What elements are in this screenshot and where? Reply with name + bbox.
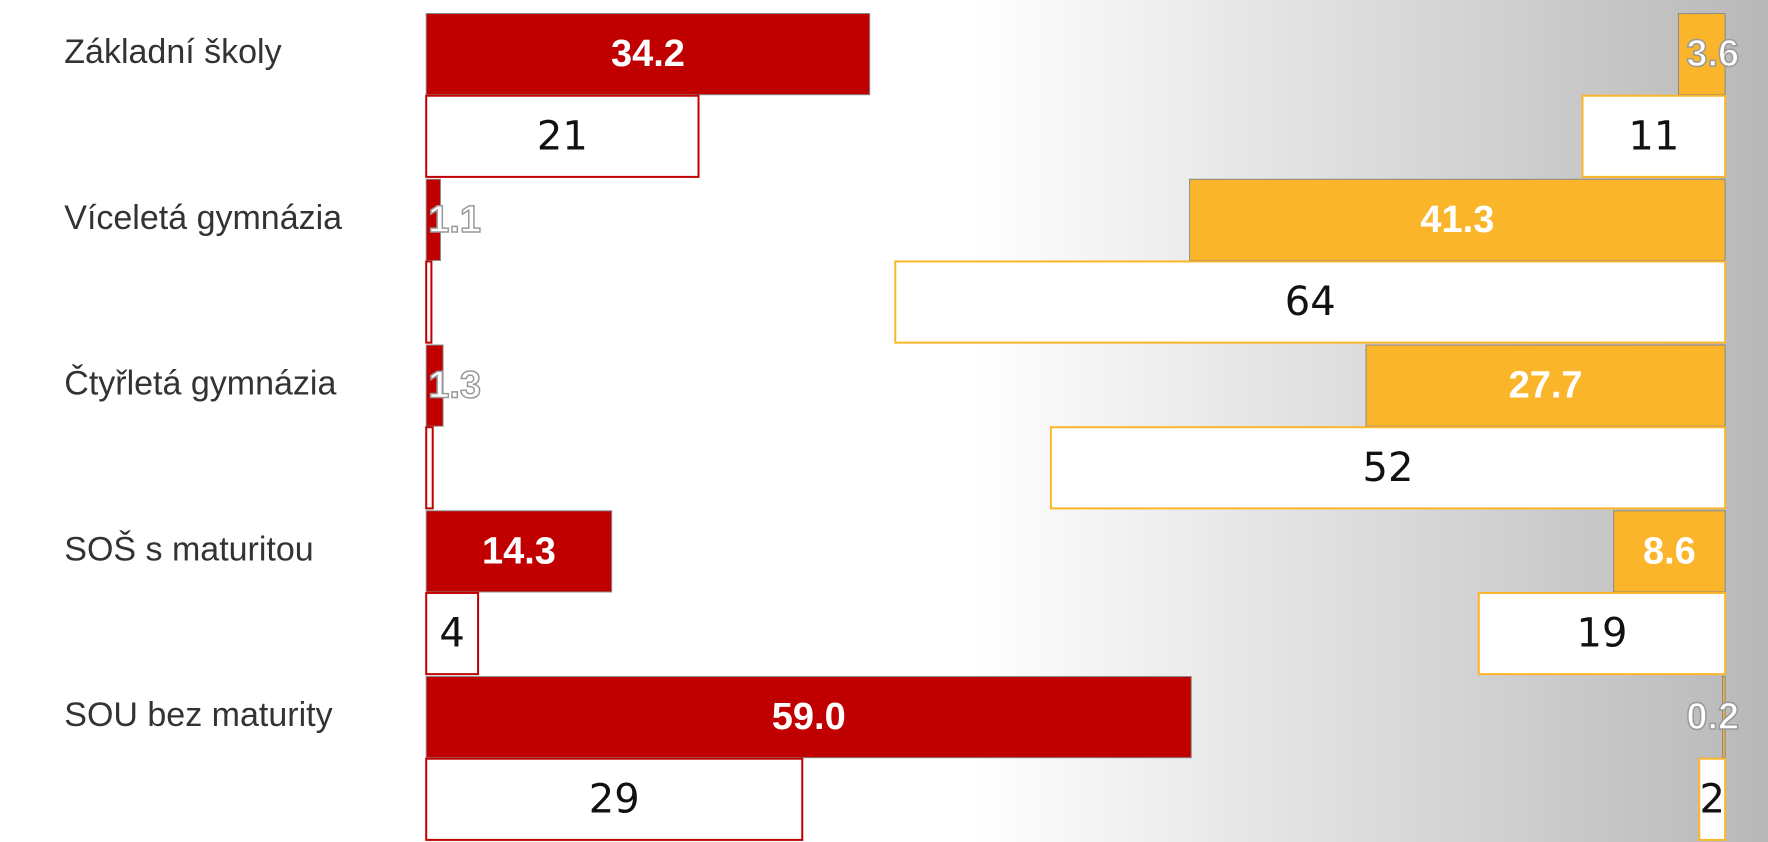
value-label: 34.2 xyxy=(611,33,685,75)
outline-bar xyxy=(425,260,433,344)
value-label: 14.3 xyxy=(482,530,556,572)
value-label: 59.0 xyxy=(772,696,846,738)
outline-bar xyxy=(1581,94,1727,178)
outline-bar xyxy=(425,757,804,841)
bar xyxy=(1677,13,1726,96)
outline-bar xyxy=(1049,426,1727,510)
bar xyxy=(1189,178,1726,261)
value-label: 52 xyxy=(1363,445,1414,491)
bar xyxy=(425,510,613,593)
bar xyxy=(425,344,444,427)
bar xyxy=(1722,676,1726,759)
category-label: SOU bez maturity xyxy=(64,696,332,734)
value-label: 64 xyxy=(1285,279,1336,325)
value-label: 11 xyxy=(1628,113,1679,159)
value-label: 41.3 xyxy=(1420,199,1494,241)
category-label: Čtyřletá gymnázia xyxy=(64,365,336,403)
value-label: 0.2 xyxy=(1686,696,1739,738)
value-label: 27.7 xyxy=(1509,365,1583,407)
value-label: 1.3 xyxy=(428,365,481,407)
category-label: SOŠ s maturitou xyxy=(64,530,313,568)
bar xyxy=(1365,344,1726,427)
outline-bar xyxy=(894,260,1727,344)
outline-bar xyxy=(425,426,434,510)
category-label: Základní školy xyxy=(64,33,281,71)
bar xyxy=(425,13,871,96)
outline-bar xyxy=(425,591,480,676)
bar xyxy=(425,676,1192,759)
value-label: 8.6 xyxy=(1643,530,1696,572)
value-label: 29 xyxy=(589,776,640,822)
value-label: 3.6 xyxy=(1686,33,1739,75)
category-label: Víceletá gymnázia xyxy=(64,199,342,237)
outline-bar xyxy=(1477,591,1727,676)
outline-bar xyxy=(1698,757,1727,841)
value-label: 4 xyxy=(439,611,464,657)
bar xyxy=(425,178,441,261)
value-label: 1.1 xyxy=(428,199,481,241)
outline-bar xyxy=(425,94,700,178)
value-label: 21 xyxy=(537,113,588,159)
bar xyxy=(1613,510,1726,593)
value-label: 2 xyxy=(1699,776,1724,822)
value-label: 19 xyxy=(1577,611,1628,657)
